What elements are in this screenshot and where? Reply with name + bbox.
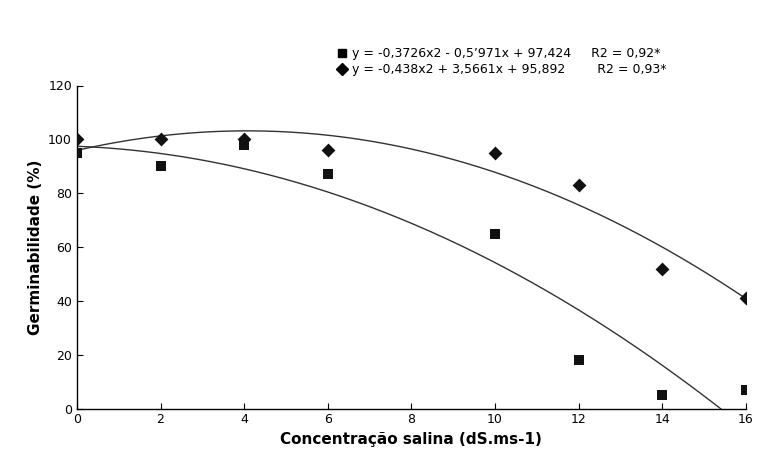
Point [740, 386, 752, 393]
Point [321, 171, 334, 178]
Y-axis label: Germinabilidade (%): Germinabilidade (%) [28, 159, 42, 335]
Point [572, 356, 585, 364]
Point [238, 141, 251, 149]
Point [656, 265, 668, 272]
Point [489, 149, 501, 157]
Point [740, 294, 752, 302]
Point [71, 135, 83, 143]
Legend: y = -0,3726x2 - 0,5’971x + 97,424     R2 = 0,92*, y = -0,438x2 + 3,5661x + 95,89: y = -0,3726x2 - 0,5’971x + 97,424 R2 = 0… [338, 47, 667, 76]
Point [155, 135, 167, 143]
Point [71, 149, 83, 157]
Point [489, 230, 501, 238]
Point [238, 135, 251, 143]
Point [321, 146, 334, 154]
X-axis label: Concentração salina (dS.ms-1): Concentração salina (dS.ms-1) [281, 432, 542, 447]
Point [656, 391, 668, 399]
Point [572, 181, 585, 189]
Point [155, 162, 167, 170]
